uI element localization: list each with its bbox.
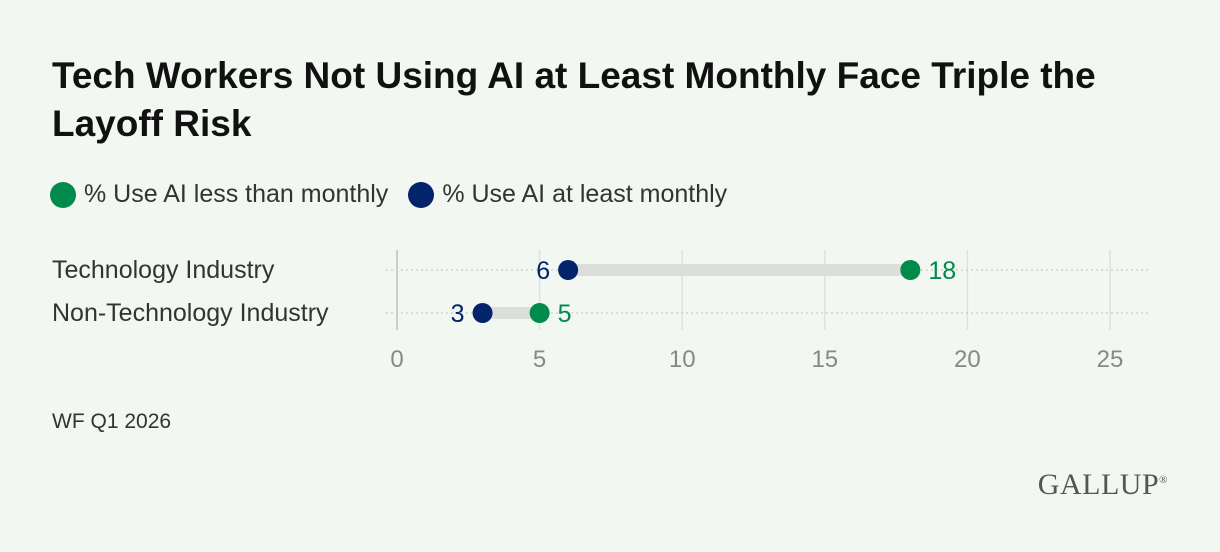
chart-legend: % Use AI less than monthly % Use AI at l… xyxy=(50,180,727,209)
x-tick-label: 25 xyxy=(1097,346,1124,373)
dumbbell-chart: 0 5 10 15 20 25 Technology Industry 6 18 Non-Tech… xyxy=(52,250,1148,373)
data-label-less-than-monthly: 5 xyxy=(558,300,572,328)
legend-swatch-navy xyxy=(408,181,435,208)
legend-item-less-than-monthly: % Use AI less than monthly xyxy=(50,180,388,209)
legend-label: % Use AI less than monthly xyxy=(84,180,389,208)
registered-mark: ® xyxy=(1159,474,1168,486)
legend-swatch-green xyxy=(50,181,76,208)
category-label: Technology Industry xyxy=(52,256,275,284)
source-note: WF Q1 2026 xyxy=(52,410,172,433)
x-tick-label: 15 xyxy=(811,346,838,373)
legend-item-at-least-monthly: % Use AI at least monthly xyxy=(408,180,727,209)
point-at-least-monthly xyxy=(558,260,579,280)
x-tick-label: 10 xyxy=(669,346,696,373)
chart-title: Tech Workers Not Using AI at Least Month… xyxy=(52,55,1096,144)
data-label-less-than-monthly: 18 xyxy=(928,257,956,285)
legend-label: % Use AI at least monthly xyxy=(442,180,728,208)
x-tick-label: 0 xyxy=(390,346,403,373)
point-at-least-monthly xyxy=(472,303,493,323)
data-label-at-least-monthly: 3 xyxy=(451,300,465,328)
data-label-at-least-monthly: 6 xyxy=(536,257,550,285)
gallup-logo: GALLUP® xyxy=(1038,468,1168,502)
category-label: Non-Technology Industry xyxy=(52,299,329,327)
x-tick-label: 5 xyxy=(533,346,546,373)
x-tick-label: 20 xyxy=(954,346,981,373)
point-less-than-monthly xyxy=(529,303,550,323)
brand-wordmark: GALLUP xyxy=(1037,468,1160,501)
point-less-than-monthly xyxy=(900,260,921,280)
